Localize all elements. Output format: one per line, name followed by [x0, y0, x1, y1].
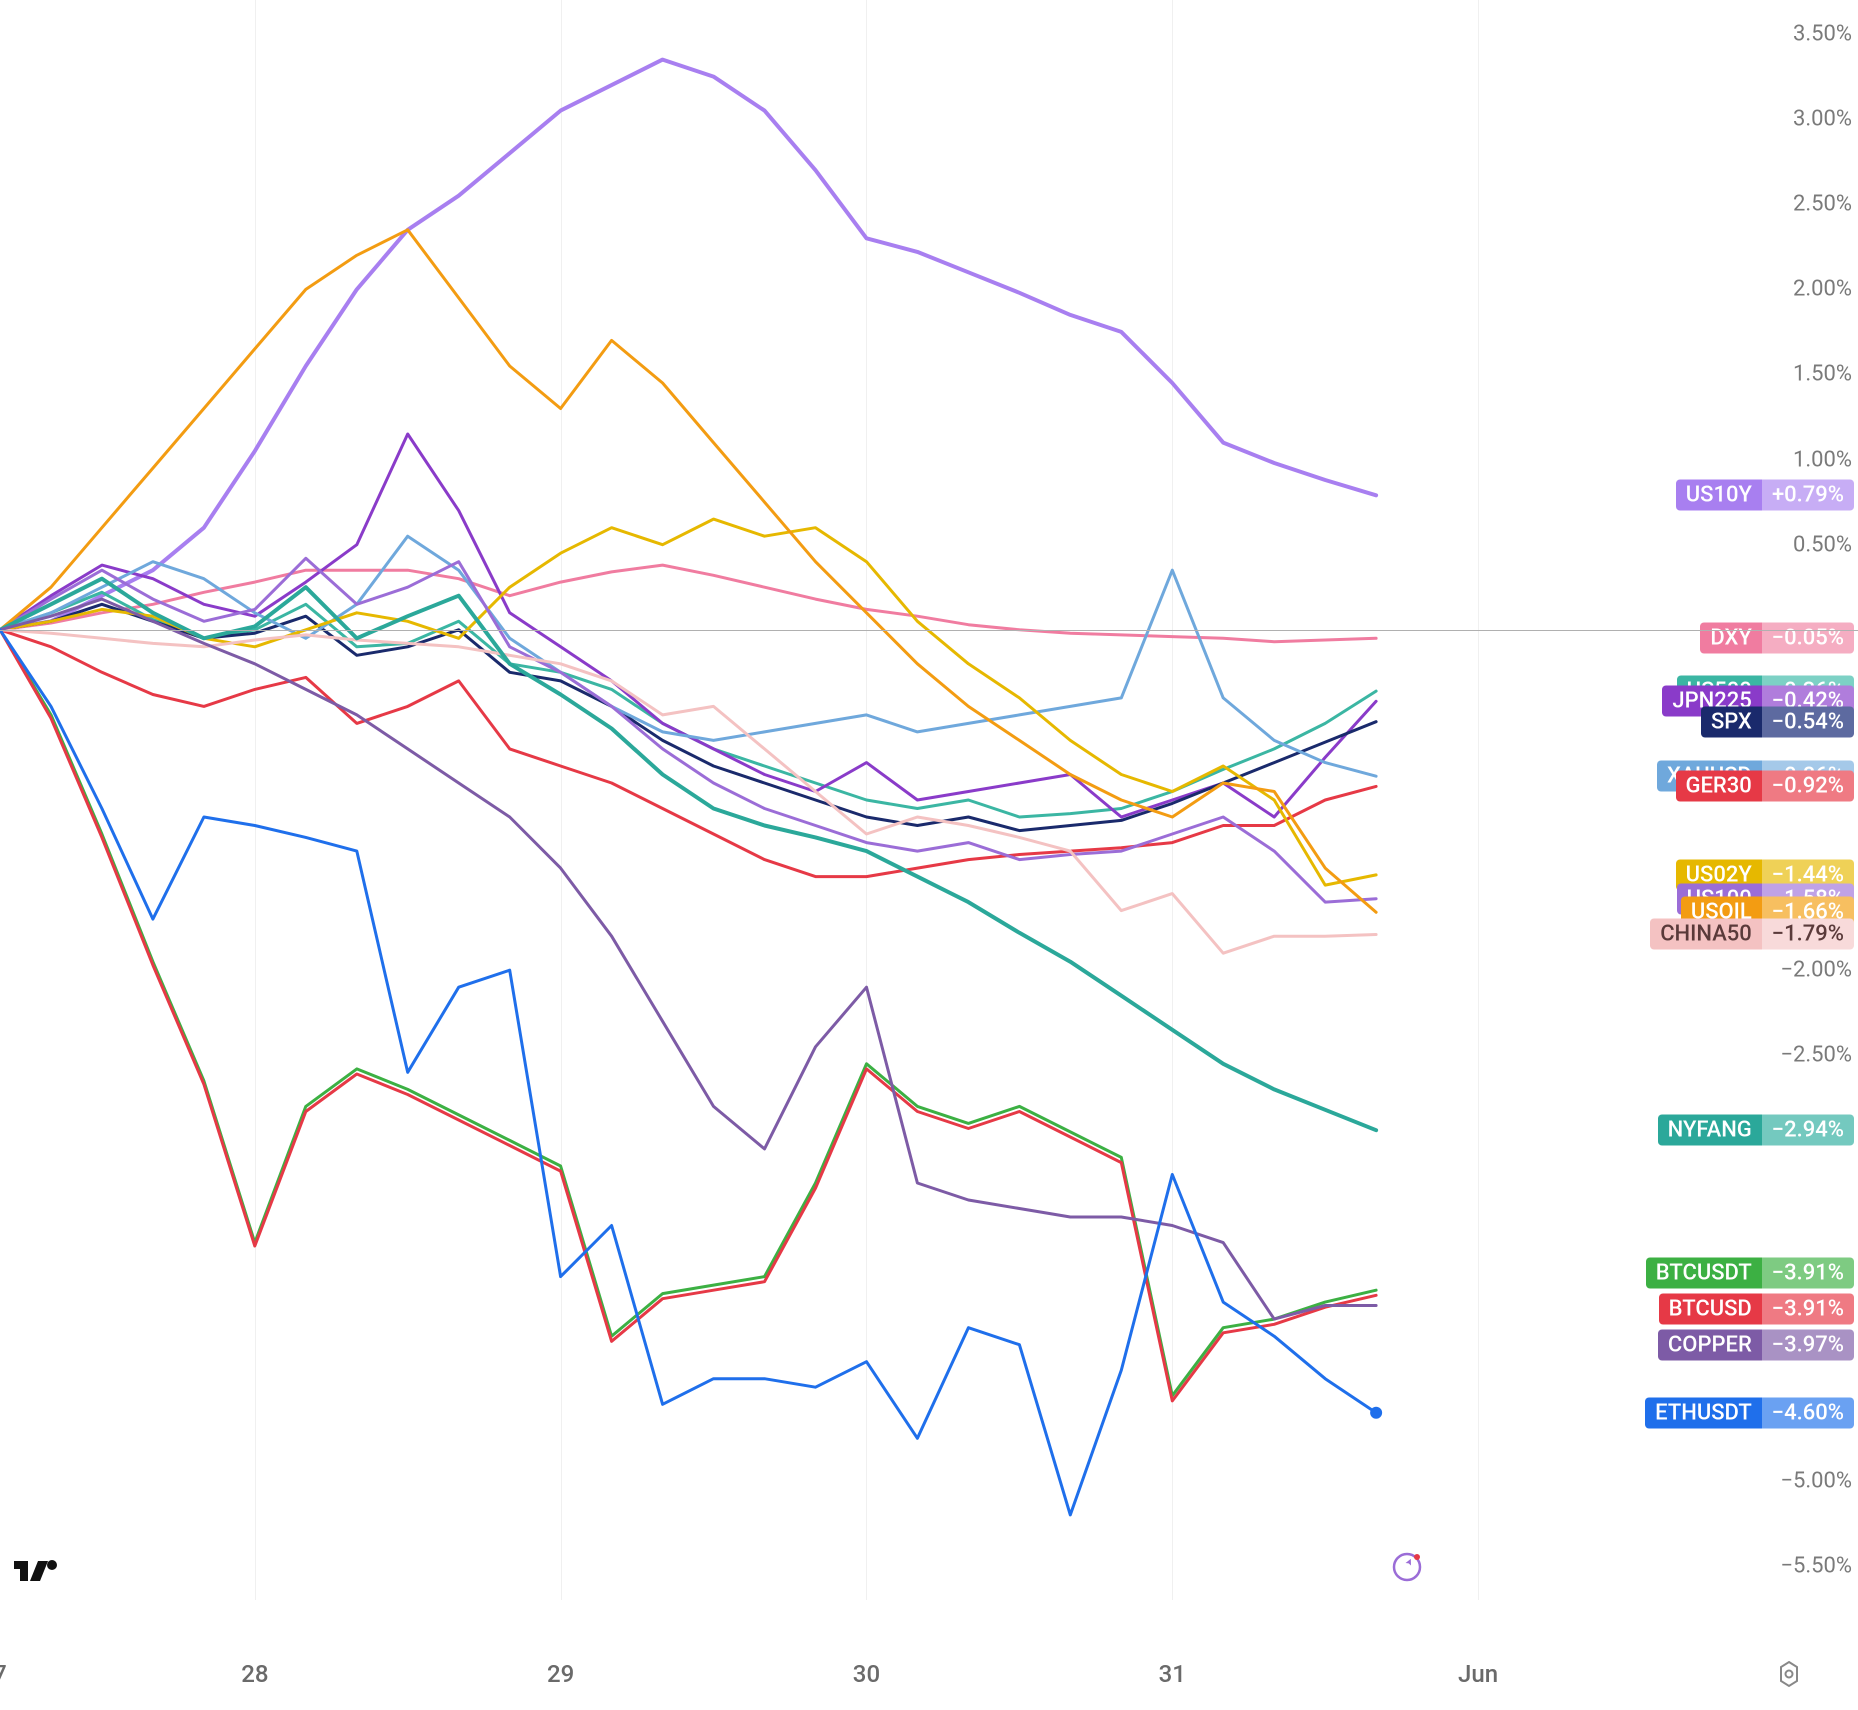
x-tick-label: 30	[853, 1660, 880, 1688]
legend-value: −0.54%	[1762, 706, 1854, 737]
series-line-us10y	[0, 60, 1376, 630]
legend-badge-ger30[interactable]: GER30−0.92%	[1676, 771, 1854, 802]
legend-value: −3.97%	[1762, 1329, 1854, 1360]
legend-value: −3.91%	[1762, 1258, 1854, 1289]
series-line-btcusd	[0, 630, 1376, 1401]
x-tick-label: 7	[0, 1660, 7, 1688]
legend-name: DXY	[1700, 623, 1761, 654]
legend-name: BTCUSDT	[1646, 1258, 1762, 1289]
legend-badge-btcusd[interactable]: BTCUSD−3.91%	[1659, 1293, 1854, 1324]
tradingview-logo[interactable]	[14, 1550, 58, 1590]
legend-name: SPX	[1701, 706, 1762, 737]
snapshot-icon[interactable]	[1390, 1550, 1424, 1588]
legend-badge-btcusdt[interactable]: BTCUSDT−3.91%	[1646, 1258, 1854, 1289]
legend-badge-nyfang[interactable]: NYFANG−2.94%	[1658, 1115, 1854, 1146]
legend-value: −0.05%	[1762, 623, 1854, 654]
legend-badge-ethusdt[interactable]: ETHUSDT−4.60%	[1645, 1397, 1854, 1428]
legend-value: −1.79%	[1762, 919, 1854, 950]
legend-name: GER30	[1676, 771, 1762, 802]
settings-gear-icon[interactable]	[1775, 1660, 1803, 1692]
legend-name: ETHUSDT	[1645, 1397, 1762, 1428]
series-line-jpn225	[0, 434, 1376, 817]
legend-value: +0.79%	[1762, 480, 1854, 511]
legend-name: US10Y	[1676, 480, 1762, 511]
legend-badge-us10y[interactable]: US10Y+0.79%	[1676, 480, 1854, 511]
legend-value: −0.92%	[1762, 771, 1854, 802]
legend-badge-spx[interactable]: SPX−0.54%	[1701, 706, 1854, 737]
zero-line	[0, 630, 1858, 631]
series-line-nyfang	[0, 579, 1376, 1130]
legend-name: CHINA50	[1650, 919, 1762, 950]
legend-value: −2.94%	[1762, 1115, 1854, 1146]
legend-badge-dxy[interactable]: DXY−0.05%	[1700, 623, 1854, 654]
series-legend-badges: US10Y+0.79%DXY−0.05%US500−0.36%JPN225−0.…	[1280, 0, 1858, 1710]
x-tick-label: 29	[547, 1660, 574, 1688]
series-line-us100	[0, 558, 1376, 902]
legend-name: COPPER	[1658, 1329, 1762, 1360]
series-line-xauusd	[0, 536, 1376, 776]
legend-value: −4.60%	[1762, 1397, 1854, 1428]
legend-badge-china50[interactable]: CHINA50−1.79%	[1650, 919, 1854, 950]
legend-name: BTCUSD	[1659, 1293, 1762, 1324]
chart-container: 3.50%3.00%2.50%2.00%1.50%1.00%0.50%−2.00…	[0, 0, 1858, 1710]
series-line-btcusdt	[0, 630, 1376, 1396]
legend-name: NYFANG	[1658, 1115, 1762, 1146]
x-tick-label: 28	[241, 1660, 268, 1688]
x-tick-label: 31	[1159, 1660, 1186, 1688]
legend-badge-copper[interactable]: COPPER−3.97%	[1658, 1329, 1854, 1360]
legend-value: −3.91%	[1762, 1293, 1854, 1324]
